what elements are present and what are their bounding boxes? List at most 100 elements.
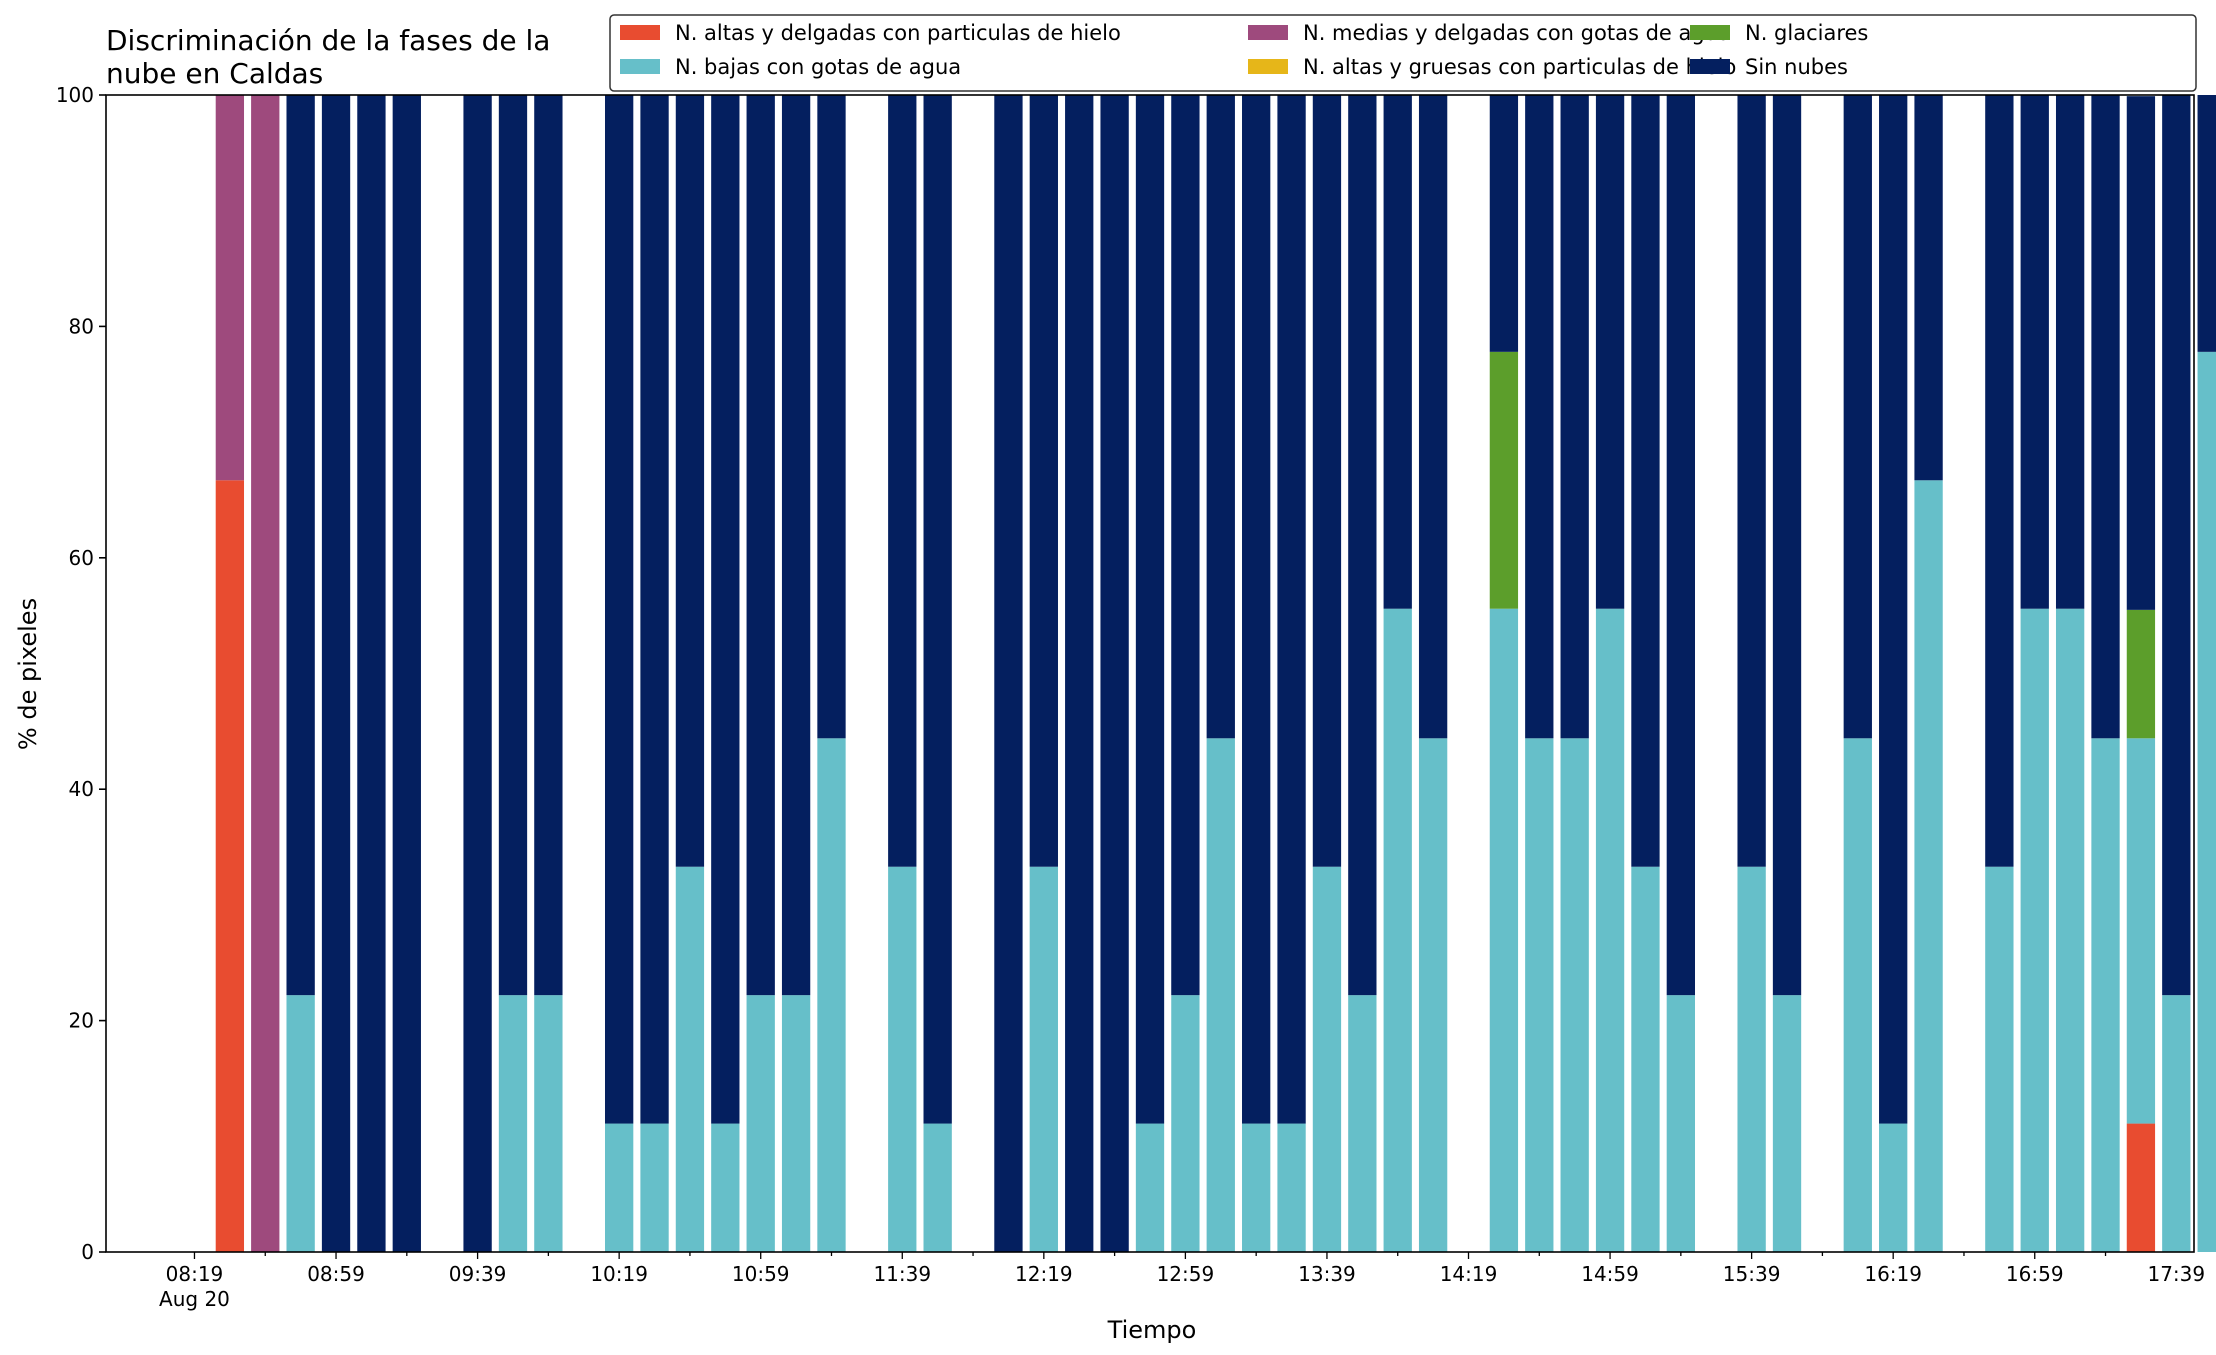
- y-tick-label: 80: [69, 314, 94, 338]
- bar-segment: [746, 995, 775, 1252]
- bar-segment: [1560, 95, 1589, 739]
- bar-segment: [1914, 480, 1943, 1252]
- bar-segment: [746, 95, 775, 996]
- bar-segment: [1242, 1123, 1271, 1252]
- bar-segment: [534, 95, 563, 996]
- legend-label: N. bajas con gotas de agua: [675, 55, 961, 79]
- bar-segment: [2197, 351, 2216, 1252]
- bar-segment: [1065, 95, 1094, 1252]
- bar-segment: [251, 95, 280, 1252]
- bar-segment: [1171, 995, 1200, 1252]
- x-tick-label: 08:19: [166, 1262, 224, 1286]
- bar-segment: [1206, 95, 1235, 739]
- bar-segment: [675, 866, 705, 1252]
- legend-swatch: [1690, 59, 1730, 74]
- bar-segment: [1171, 95, 1200, 996]
- bar-segment: [1029, 95, 1058, 867]
- bar-segment: [923, 95, 952, 1124]
- bar-segment: [1737, 95, 1766, 867]
- x-axis-label: Tiempo: [1107, 1316, 1197, 1344]
- legend-swatch: [1248, 25, 1288, 40]
- bar-segment: [2055, 95, 2085, 609]
- x-tick-label: 08:59: [307, 1262, 365, 1286]
- bar-segment: [1525, 95, 1554, 739]
- bar-segment: [321, 95, 351, 1252]
- y-tick-label: 0: [81, 1240, 94, 1264]
- bar-segment: [923, 1123, 952, 1252]
- bar-segment: [1418, 95, 1448, 739]
- bar-segment: [2126, 609, 2156, 739]
- y-tick-label: 40: [69, 777, 94, 801]
- bar-segment: [1489, 608, 1519, 1252]
- x-tick-sublabel: Aug 20: [159, 1287, 230, 1311]
- y-tick-label: 60: [69, 546, 94, 570]
- x-tick-label: 17:39: [2147, 1262, 2205, 1286]
- x-tick-label: 12:19: [1015, 1262, 1073, 1286]
- bar-segment: [1383, 608, 1412, 1252]
- bar-segment: [1525, 738, 1554, 1252]
- bar-segment: [1666, 95, 1696, 996]
- bar-segment: [1772, 995, 1802, 1252]
- bar-segment: [498, 95, 528, 996]
- x-tick-label: 16:19: [1864, 1262, 1922, 1286]
- legend-label: N. medias y delgadas con gotas de agua: [1303, 21, 1731, 45]
- bar-segment: [2197, 95, 2216, 352]
- y-tick-label: 20: [69, 1009, 94, 1033]
- bar-segment: [1348, 995, 1377, 1252]
- bar-segment: [2055, 608, 2085, 1252]
- bar-segment: [711, 95, 740, 1124]
- x-tick-label: 13:39: [1298, 1262, 1356, 1286]
- bar-segment: [604, 1123, 634, 1252]
- bar-segment: [1879, 1123, 1908, 1252]
- bar-segment: [1100, 95, 1129, 1252]
- bar-segment: [392, 95, 421, 1252]
- legend-label: N. altas y delgadas con particulas de hi…: [675, 21, 1121, 45]
- bar-segment: [1631, 866, 1660, 1252]
- bar-segment: [215, 480, 245, 1252]
- legend-swatch: [1248, 59, 1288, 74]
- x-tick-label: 10:59: [732, 1262, 790, 1286]
- bar-segment: [1489, 95, 1519, 352]
- legend-label: N. altas y gruesas con particulas de hie…: [1303, 55, 1736, 79]
- bar-segment: [2162, 95, 2191, 996]
- y-axis-label: % de pixeles: [14, 598, 42, 750]
- bar-segment: [888, 95, 917, 867]
- x-tick-label: 09:39: [449, 1262, 507, 1286]
- bar-segment: [1595, 95, 1625, 609]
- bar-segment: [1348, 95, 1377, 996]
- bar-segment: [2126, 738, 2156, 1124]
- bar-segment: [1242, 95, 1271, 1124]
- bar-segment: [1631, 95, 1660, 867]
- bar-segment: [1135, 1123, 1165, 1252]
- bar-segment: [1206, 738, 1235, 1252]
- x-tick-label: 14:59: [1581, 1262, 1639, 1286]
- bars-group: [215, 95, 2216, 1252]
- bar-segment: [286, 995, 315, 1252]
- bar-segment: [498, 995, 528, 1252]
- bar-segment: [1879, 95, 1908, 1124]
- bar-segment: [1383, 95, 1412, 609]
- bar-segment: [463, 95, 492, 1252]
- bar-segment: [1595, 608, 1625, 1252]
- x-axis: 08:19 08:59 09:39 10:19 10:59 11:39 12:19 12:59…: [159, 1252, 2205, 1311]
- bar-segment: [781, 995, 811, 1252]
- bar-segment: [215, 95, 245, 481]
- bar-segment: [286, 95, 315, 996]
- bar-segment: [1843, 738, 1872, 1252]
- y-axis: 0 20 40 60 80 100: [56, 83, 106, 1264]
- bar-segment: [1560, 738, 1589, 1252]
- y-tick-label: 100: [56, 83, 94, 107]
- x-tick-label: 16:59: [2006, 1262, 2064, 1286]
- bar-segment: [1135, 95, 1165, 1124]
- x-tick-label: 11:39: [873, 1262, 931, 1286]
- legend-label: N. glaciares: [1745, 21, 1868, 45]
- bar-segment: [2020, 608, 2049, 1252]
- bar-segment: [1029, 866, 1058, 1252]
- plot-frame: [105, 94, 2195, 1253]
- bar-segment: [534, 995, 563, 1252]
- bar-segment: [2020, 95, 2049, 609]
- bar-segment: [1277, 1123, 1306, 1252]
- bar-segment: [2162, 995, 2191, 1252]
- legend-swatch: [620, 59, 660, 74]
